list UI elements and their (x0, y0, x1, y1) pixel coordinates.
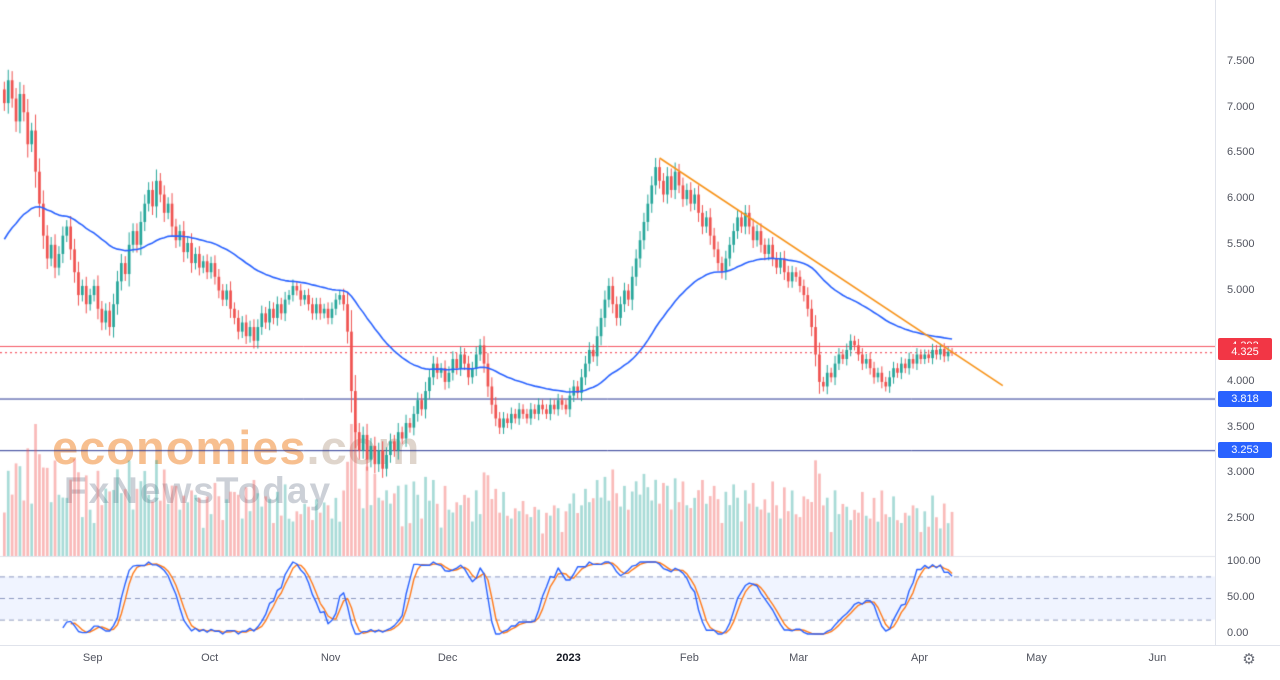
price-axis-label: 2.500 (1227, 512, 1255, 524)
settings-gear-icon[interactable]: ⚙ (1238, 649, 1260, 671)
price-axis-label: 7.000 (1227, 100, 1255, 113)
price-level-tag: 3.818 (1218, 390, 1272, 407)
oscillator-axis-label: 100.00 (1227, 555, 1261, 567)
price-axis-label: 6.500 (1227, 146, 1255, 159)
oscillator-axis-label: 0.00 (1227, 627, 1249, 639)
time-axis-label: 2023 (556, 652, 581, 664)
price-axis-label: 5.500 (1227, 237, 1255, 250)
time-axis-label: May (1026, 652, 1047, 664)
price-axis-label: 6.000 (1227, 192, 1255, 205)
price-axis-label: 3.000 (1227, 466, 1255, 479)
time-axis-label: Feb (679, 652, 699, 664)
price-axis-label: 3.500 (1227, 420, 1255, 433)
time-axis-label: Mar (789, 652, 809, 664)
price-level-tag: 4.325 (1218, 344, 1272, 361)
price-level-tag: 3.253 (1218, 442, 1272, 459)
time-axis[interactable]: ⚙ Sep Oct Nov Dec 2023 Feb Mar Apr May Jun (0, 645, 1280, 680)
time-axis-label: Apr (910, 652, 929, 664)
oscillator-axis-label: 50.00 (1227, 591, 1255, 603)
time-axis-label: Nov (320, 652, 341, 664)
chart-canvas[interactable] (0, 0, 1215, 645)
price-axis-label: 4.000 (1227, 374, 1255, 387)
time-axis-label: Sep (82, 652, 103, 664)
time-axis-label: Dec (437, 652, 458, 664)
price-axis[interactable]: 7.500 7.000 6.500 6.000 5.500 5.000 4.000 3.500… (1215, 0, 1280, 645)
price-axis-label: 5.000 (1227, 283, 1255, 296)
time-axis-label: Jun (1148, 652, 1167, 664)
price-axis-label: 7.500 (1227, 55, 1255, 67)
time-axis-label: Oct (201, 652, 219, 664)
